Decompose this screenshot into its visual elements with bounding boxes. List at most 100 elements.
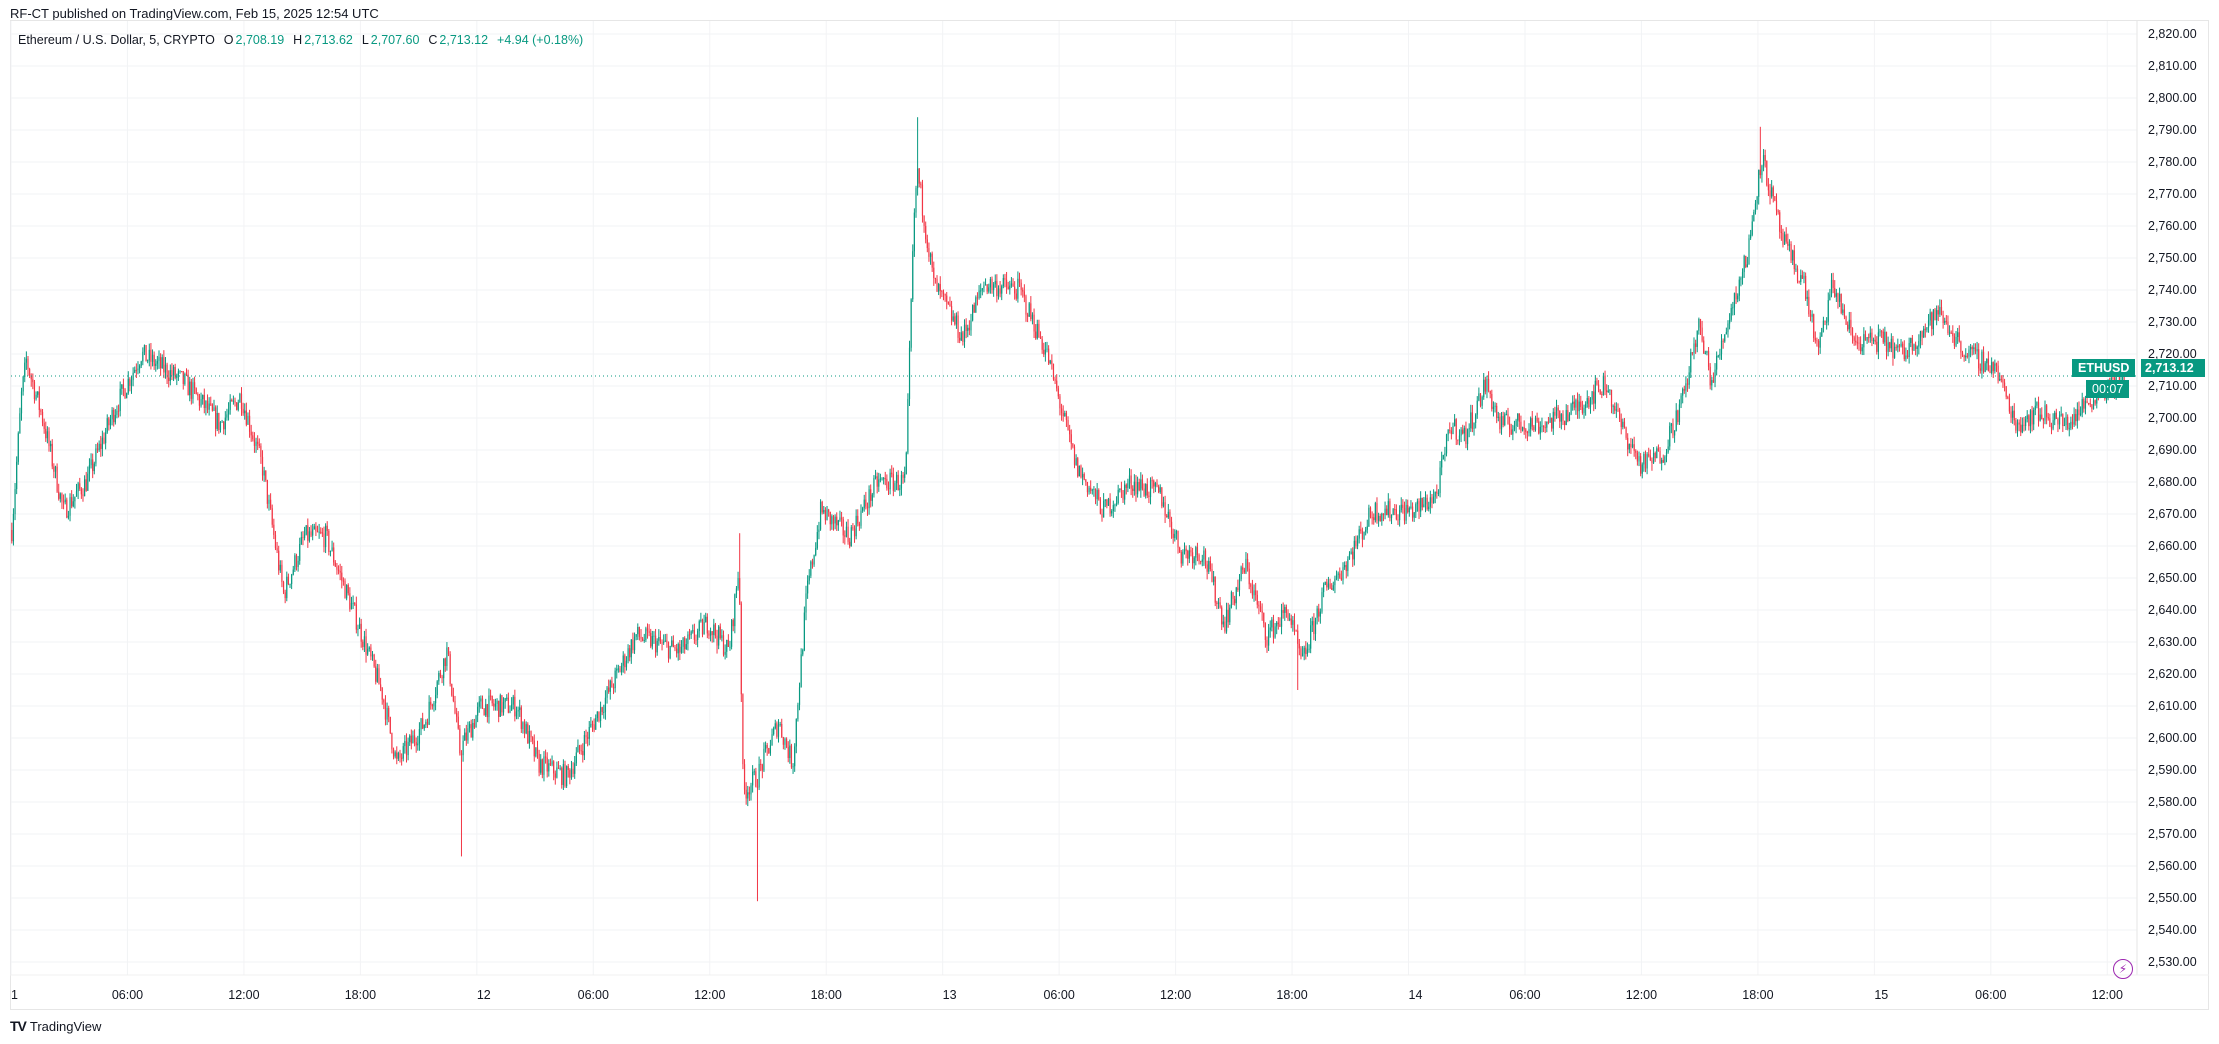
candle-body — [1748, 238, 1750, 265]
candle-body — [1023, 291, 1025, 297]
candle-body — [1002, 278, 1004, 287]
candle-body — [1101, 513, 1103, 518]
candle-body — [1090, 487, 1092, 491]
candle-body — [316, 531, 319, 533]
candle-body — [129, 378, 131, 386]
candle-body — [1850, 319, 1852, 328]
candle-body — [944, 293, 946, 296]
candle-body — [599, 707, 602, 721]
candle-body — [1376, 503, 1378, 521]
candle-body — [242, 408, 244, 414]
candle-body — [270, 499, 272, 509]
candle-body — [1625, 427, 1627, 438]
last-price-tag: 2,713.12 — [2141, 359, 2205, 377]
candle-body — [918, 168, 920, 184]
candle-body — [1107, 498, 1110, 506]
candle-body — [1170, 521, 1173, 534]
candle-body — [24, 362, 26, 377]
candle-body — [1141, 479, 1144, 489]
candles — [11, 117, 2125, 902]
candle-body — [205, 401, 207, 409]
candle-body — [1292, 620, 1294, 625]
candle-body — [907, 398, 909, 453]
candle-body — [2042, 419, 2044, 421]
candle-body — [268, 499, 270, 504]
candle-body — [433, 703, 435, 707]
candle-body — [1136, 482, 1139, 495]
candle-body — [135, 369, 137, 371]
candle-body — [669, 645, 671, 659]
candle-body — [287, 576, 290, 585]
candle-body — [1018, 278, 1021, 283]
candle-body — [879, 478, 882, 480]
candle-body — [1266, 639, 1268, 646]
candle-body — [1586, 398, 1588, 404]
candle-body — [781, 723, 783, 738]
candle-body — [1347, 559, 1349, 572]
candle-body — [1521, 427, 1524, 431]
candle-body — [177, 371, 180, 376]
candle-body — [1371, 517, 1373, 519]
candle-body — [1814, 338, 1816, 341]
candle-body — [677, 643, 679, 654]
candle-body — [1172, 533, 1174, 538]
candle-body — [1073, 446, 1076, 465]
lightning-icon[interactable]: ⚡︎ — [2113, 959, 2133, 979]
candle-body — [1630, 444, 1632, 448]
candle-body — [1740, 278, 1742, 280]
candle-body — [1735, 293, 1737, 300]
candle-body — [253, 439, 256, 446]
price-axis[interactable]: 2,820.00 2,810.00 2,800.00 2,790.00 2,780.00… — [2148, 27, 2197, 969]
candle-body — [787, 747, 789, 759]
time-axis[interactable]: 1 06:00 12:00 18:00 12 06:00 12:00 18:00 13 06:00… — [11, 988, 2123, 1002]
candle-body — [384, 702, 387, 720]
candle-body — [1156, 483, 1158, 487]
candle-body — [1892, 338, 1894, 358]
candle-body — [1924, 328, 1926, 331]
symbol-title[interactable]: Ethereum / U.S. Dollar, 5, CRYPTO — [18, 33, 215, 47]
candle-body — [1251, 586, 1254, 596]
candle-body — [1559, 410, 1561, 422]
candle-body — [323, 533, 325, 548]
candle-body — [1806, 296, 1808, 299]
candle-body — [1769, 190, 1771, 197]
candle-body — [910, 299, 912, 348]
candle-body — [1332, 585, 1334, 590]
candle-body — [684, 637, 686, 650]
candle-body — [1153, 480, 1155, 487]
candle-body — [1530, 418, 1532, 430]
candle-body — [690, 631, 692, 636]
candle-body — [1546, 421, 1548, 428]
candle-body — [713, 624, 715, 635]
candle-body — [1342, 567, 1344, 580]
time-tick-label: 12:00 — [1160, 988, 1191, 1002]
tradingview-logo[interactable]: TV TradingView — [10, 1018, 101, 1034]
candle-body — [197, 394, 199, 396]
candle-body — [1259, 606, 1262, 611]
price-tick-label: 2,630.00 — [2148, 635, 2197, 649]
candle-body — [1191, 552, 1194, 564]
candle-body — [1764, 155, 1766, 162]
candle-body — [1109, 498, 1111, 514]
candle-body — [1353, 540, 1355, 560]
candle-body — [674, 647, 676, 649]
candle-body — [857, 515, 859, 524]
candle-body — [441, 676, 443, 679]
candle-body — [991, 279, 993, 291]
price-tick-label: 2,800.00 — [2148, 91, 2197, 105]
candle-body — [1447, 429, 1449, 435]
candle-body — [1405, 504, 1407, 521]
candle-body — [1043, 349, 1045, 355]
candle-body — [307, 525, 309, 541]
candle-body — [1953, 336, 1956, 346]
candle-body — [349, 593, 351, 610]
candle-body — [498, 700, 500, 717]
time-tick-label: 06:00 — [1043, 988, 1074, 1002]
candle-body — [58, 491, 60, 499]
candle-body — [920, 183, 922, 185]
candle-body — [289, 584, 291, 586]
candle-body — [1468, 428, 1470, 430]
candle-body — [693, 630, 695, 640]
candle-body — [1981, 351, 1983, 371]
